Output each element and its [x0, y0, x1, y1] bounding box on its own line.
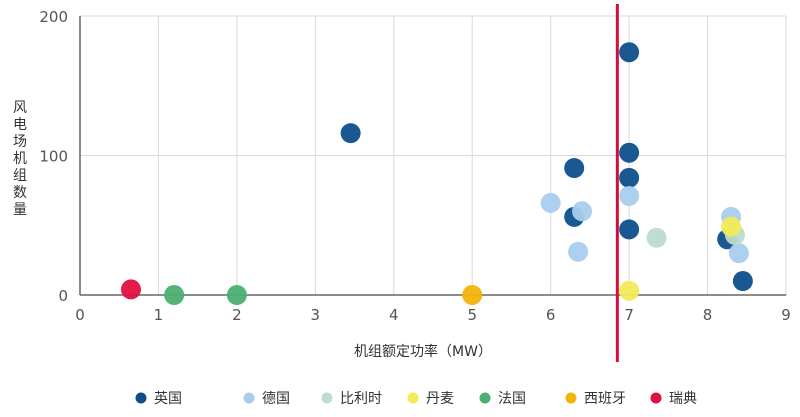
legend-label: 德国 — [262, 391, 290, 407]
data-point — [646, 227, 667, 248]
legend-label: 丹麦 — [426, 391, 454, 407]
x-tick-label: 6 — [546, 306, 556, 324]
legend-item: 法国 — [479, 391, 526, 407]
legend-label: 瑞典 — [669, 391, 697, 407]
y-tick-label: 200 — [39, 8, 68, 26]
y-tick-label: 100 — [39, 148, 68, 166]
legend-marker — [407, 392, 419, 404]
legend-label: 英国 — [154, 390, 182, 407]
x-tick-label: 4 — [389, 306, 399, 324]
data-point — [564, 158, 585, 179]
y-tick-labels: 0 100 200 — [39, 8, 68, 305]
data-point — [732, 271, 753, 292]
legend-item: 丹麦 — [407, 391, 454, 407]
data-point — [619, 167, 640, 188]
legend-marker — [243, 392, 255, 404]
x-tick-label: 2 — [232, 306, 242, 324]
legend-item: 瑞典 — [650, 391, 697, 407]
grid — [80, 15, 787, 295]
legend-item: 英国 — [135, 390, 182, 407]
data-point — [462, 285, 483, 305]
legend-label: 法国 — [498, 391, 526, 407]
x-axis-title: 机组额定功率（MW） — [354, 343, 492, 360]
data-point — [619, 280, 640, 301]
legend-item: 比利时 — [321, 391, 382, 407]
data-point — [340, 123, 361, 144]
data-point — [540, 192, 561, 213]
data-point — [572, 201, 593, 222]
data-point — [164, 285, 185, 305]
legend-marker — [565, 392, 577, 404]
data-point — [619, 42, 640, 63]
data-point — [619, 142, 640, 163]
x-tick-label: 0 — [75, 306, 85, 324]
data-point — [728, 243, 749, 264]
data-point — [120, 279, 141, 300]
axes — [79, 16, 786, 296]
data-point — [226, 285, 247, 305]
x-tick-label: 7 — [624, 306, 634, 324]
data-points — [120, 42, 753, 305]
x-tick-label: 8 — [703, 306, 713, 324]
legend-marker — [321, 392, 333, 404]
data-point — [568, 241, 589, 262]
x-tick-label: 5 — [467, 306, 477, 324]
legend-item: 德国 — [243, 391, 290, 407]
x-tick-label: 1 — [154, 306, 164, 324]
data-point — [619, 219, 640, 240]
legend-marker — [479, 392, 491, 404]
legend-label: 比利时 — [340, 391, 382, 407]
legend-item: 西班牙 — [565, 391, 626, 407]
legend-marker — [650, 392, 662, 404]
y-tick-label: 0 — [58, 287, 68, 305]
legend: 英国 德国 比利时 丹麦 法国 西班牙 瑞典 — [135, 390, 697, 407]
x-tick-label: 9 — [781, 306, 791, 324]
legend-label: 西班牙 — [584, 391, 626, 407]
x-tick-label: 3 — [311, 306, 321, 324]
y-axis-title: 风电场机组数量 — [13, 100, 27, 218]
legend-marker — [135, 392, 147, 404]
data-point — [619, 185, 640, 206]
data-point — [721, 216, 742, 237]
x-tick-labels: 0 1 2 3 4 5 6 7 8 9 — [75, 306, 791, 324]
